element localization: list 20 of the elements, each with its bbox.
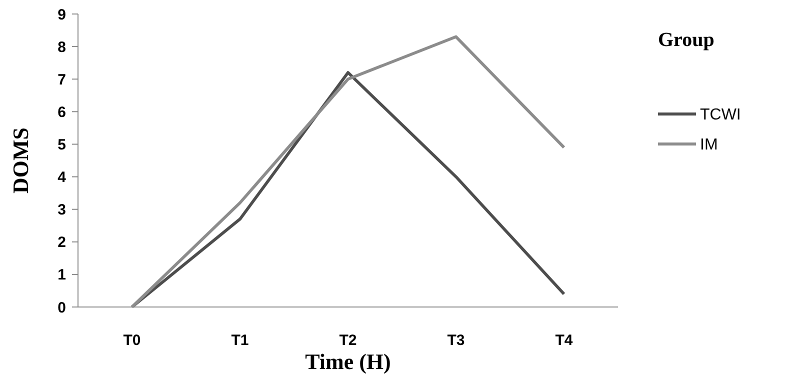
x-tick-label: T1: [231, 332, 249, 349]
y-tick-label: 2: [58, 234, 66, 252]
x-axis-title: Time (H): [305, 349, 391, 374]
y-tick-label: 4: [58, 169, 67, 186]
legend-label: IM: [700, 136, 718, 154]
legend-label: TCWI: [700, 106, 741, 124]
y-tick-label: 6: [58, 104, 66, 121]
y-tick-label: 8: [58, 38, 66, 56]
x-tick-label: T3: [447, 332, 465, 349]
x-tick-label: T4: [555, 332, 574, 349]
y-tick-label: 3: [58, 202, 66, 219]
x-tick-label: T0: [123, 332, 141, 349]
y-tick-label: 7: [58, 71, 66, 88]
y-tick-label: 5: [58, 136, 66, 154]
x-tick-label: T2: [339, 332, 357, 349]
y-tick-label: 1: [58, 266, 66, 284]
y-tick-label: 0: [58, 299, 66, 316]
y-tick-label: 9: [58, 6, 66, 24]
legend-title: Group: [658, 29, 714, 51]
y-axis-title: DOMS: [8, 128, 33, 194]
